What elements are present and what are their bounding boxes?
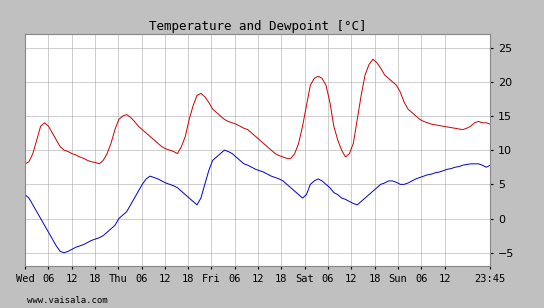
Title: Temperature and Dewpoint [°C]: Temperature and Dewpoint [°C] bbox=[149, 20, 366, 33]
Text: www.vaisala.com: www.vaisala.com bbox=[27, 296, 108, 305]
